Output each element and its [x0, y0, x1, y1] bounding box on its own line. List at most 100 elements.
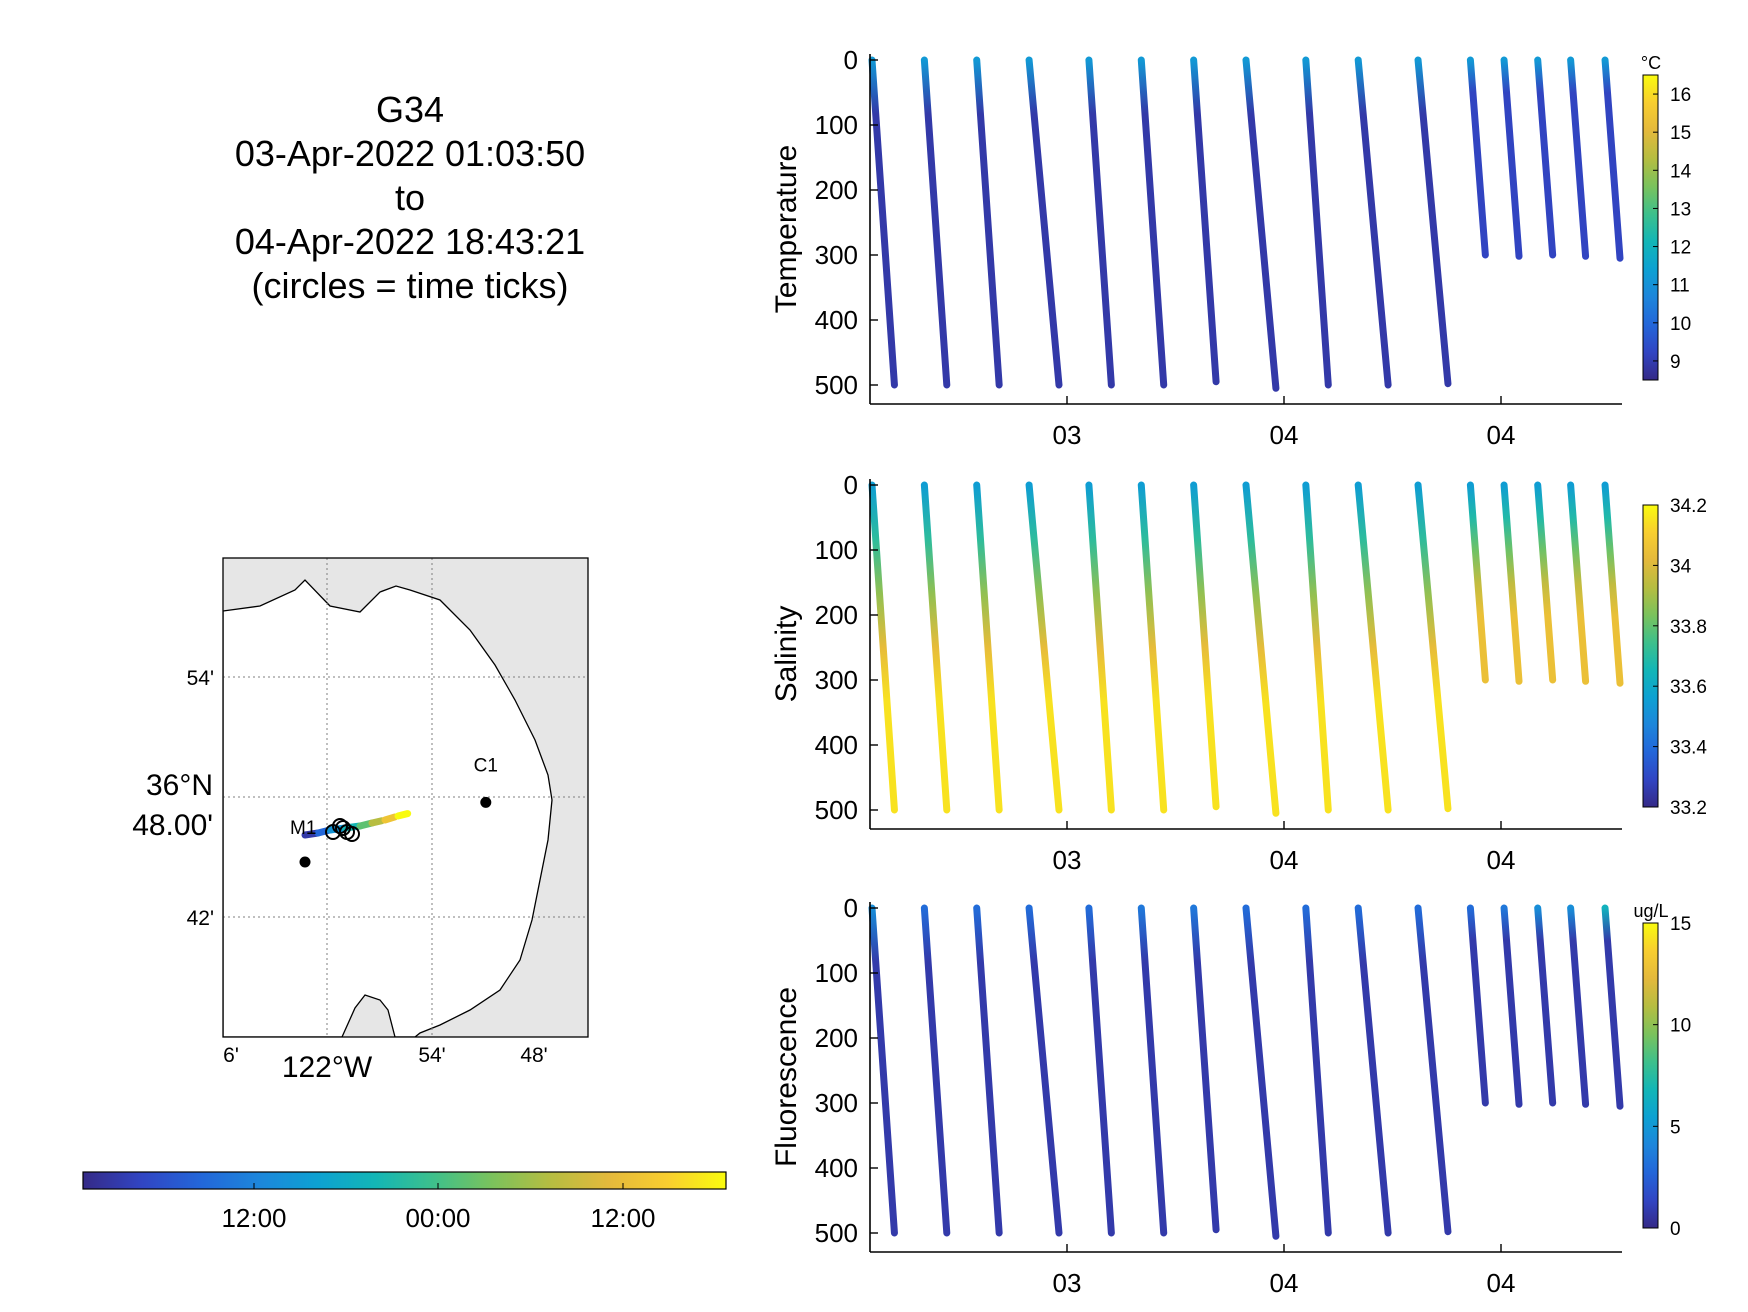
profile-cast: [1534, 904, 1557, 1107]
x-tick-label: 04: [1487, 1268, 1516, 1298]
colorbar-tick-label: 14: [1670, 161, 1692, 182]
profile-cast: [973, 56, 1003, 389]
profile-cast: [1500, 904, 1523, 1108]
profile-cast: [1085, 56, 1115, 389]
profile-cast: [1085, 904, 1115, 1237]
x-tick-label: 03: [1053, 420, 1082, 450]
profile-cast: [868, 56, 898, 389]
profile-cast: [1190, 56, 1220, 386]
panel-temperature-section: 0 100 200 300 400 500 03 04 04 Temperature 9 10 11 12…: [770, 45, 1692, 450]
title-line-to: to: [394, 177, 426, 218]
profile-cast: [1137, 904, 1168, 1237]
profile-cast: [1414, 481, 1452, 813]
x-tick-label: 04: [1487, 420, 1516, 450]
profile-cast: [1025, 904, 1063, 1237]
y-tick-label: 400: [815, 1153, 858, 1183]
colorbar-tick-label: 16: [1670, 85, 1691, 106]
profile-cast: [1354, 481, 1392, 814]
map-lat-major-label: 36°N: [146, 769, 213, 802]
y-tick-label: 0: [844, 893, 858, 923]
profile-cast: [1242, 56, 1280, 392]
profile-cast: [1466, 481, 1489, 684]
profile-cast: [1242, 481, 1280, 817]
y-tick-label: 0: [844, 470, 858, 500]
colorbar-tick-label: 15: [1670, 123, 1691, 144]
colorbar-unit: °C: [1641, 53, 1661, 73]
station-marker-m1: [299, 856, 311, 868]
colorbar-tick-label: 10: [1670, 1016, 1691, 1037]
profile-cast: [920, 481, 951, 814]
time-colorbar-tick-label: 12:00: [221, 1203, 286, 1233]
y-tick-label: 300: [815, 665, 858, 695]
profile-cast: [1466, 904, 1489, 1107]
profile-cast: [1025, 481, 1063, 814]
profile-cast: [868, 904, 898, 1237]
y-tick-label: 100: [815, 110, 858, 140]
profile-cast: [1137, 481, 1168, 814]
profile-cast: [1354, 56, 1392, 389]
y-tick-label: 100: [815, 958, 858, 988]
y-axis-title: Fluorescence: [770, 987, 803, 1167]
glider-track-segment: [394, 809, 414, 820]
profile-cast: [1601, 56, 1624, 262]
profile-cast: [1567, 56, 1590, 260]
colorbar-tick-label: 9: [1670, 352, 1681, 373]
y-tick-label: 200: [815, 600, 858, 630]
profile-cast: [973, 904, 1003, 1237]
x-tick-label: 04: [1270, 420, 1299, 450]
colorbar-tick-label: 13: [1670, 199, 1691, 220]
colorbar-unit: ug/L: [1633, 901, 1668, 921]
map-lat-major-label: 48.00': [132, 809, 213, 842]
profile-cast: [868, 481, 898, 814]
colorbar-tick-label: 34.2: [1670, 496, 1707, 517]
y-tick-label: 200: [815, 175, 858, 205]
y-tick-label: 500: [815, 795, 858, 825]
panel-salinity-section: 0 100 200 300 400 500 03 04 04 Salinity 33.2 33.4 33…: [770, 470, 1707, 875]
colorbar-tick-label: 5: [1670, 1117, 1681, 1138]
y-tick-label: 400: [815, 730, 858, 760]
time-colorbar: [82, 1171, 727, 1190]
profile-cast: [1534, 481, 1557, 684]
profile-cast: [1242, 904, 1280, 1240]
y-axis-title: Salinity: [770, 606, 803, 703]
profile-cast: [1025, 56, 1063, 389]
title-line-start: 03-Apr-2022 01:03:50: [234, 133, 586, 174]
y-axis-title: Temperature: [770, 145, 803, 313]
map-lon-tick-label: 6': [223, 1044, 239, 1067]
y-tick-label: 200: [815, 1023, 858, 1053]
colorbar-tick-label: 10: [1670, 314, 1691, 335]
y-tick-label: 100: [815, 535, 858, 565]
figure-title: G34 03-Apr-2022 01:03:50 to 04-Apr-2022 …: [150, 88, 670, 308]
x-tick-label: 03: [1053, 1268, 1082, 1298]
station-label-m1: M1: [290, 818, 316, 839]
profile-cast: [1137, 56, 1168, 389]
map-lon-major-label: 122°W: [282, 1051, 373, 1084]
colorbar-tick-label: 12: [1670, 238, 1691, 259]
title-line-note: (circles = time ticks): [251, 265, 569, 306]
x-tick-label: 04: [1487, 845, 1516, 875]
profile-cast: [973, 481, 1003, 814]
colorbar-tick-label: 34: [1670, 556, 1692, 577]
map-lat-tick-label: 54': [187, 667, 214, 690]
time-colorbar-tick-label: 12:00: [590, 1203, 655, 1233]
coastline: [223, 579, 553, 1037]
station-label-c1: C1: [474, 755, 498, 776]
colorbar-tick-label: 33.2: [1670, 798, 1707, 819]
time-colorbar-tick-label: 00:00: [405, 1203, 470, 1233]
y-tick-label: 0: [844, 45, 858, 75]
profile-cast: [1085, 481, 1115, 814]
profile-cast: [1567, 481, 1590, 685]
profile-cast: [1414, 56, 1452, 388]
profile-cast: [1302, 904, 1332, 1237]
profile-cast: [1190, 481, 1220, 811]
profile-cast: [1500, 481, 1523, 685]
colorbar-tick-label: 33.4: [1670, 738, 1707, 759]
title-line-glider: G34: [375, 89, 445, 130]
profile-cast: [920, 904, 951, 1237]
map-lon-tick-label: 54': [418, 1044, 445, 1067]
profile-cast: [1534, 56, 1557, 259]
profile-cast: [1302, 481, 1332, 814]
profile-cast: [1414, 904, 1452, 1236]
profile-cast: [1302, 56, 1332, 389]
